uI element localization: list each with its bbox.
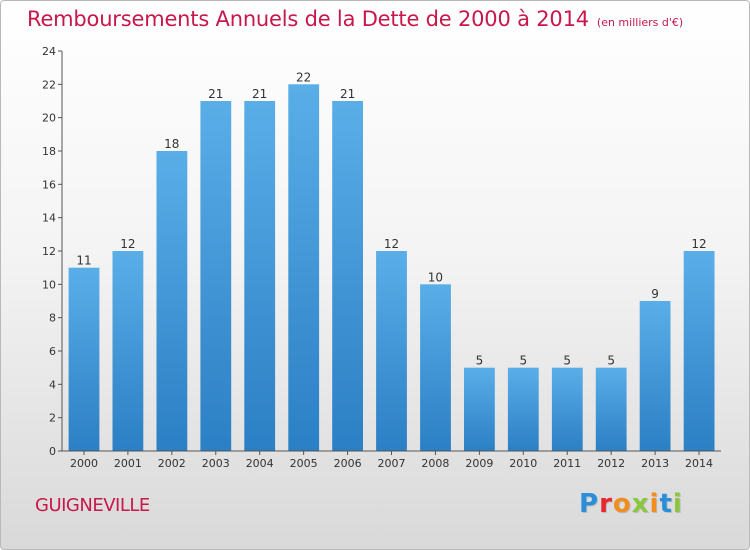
value-label-2014: 12	[691, 237, 706, 251]
x-tick-label-2004: 2004	[246, 457, 274, 470]
y-tick-label-4: 4	[49, 378, 56, 391]
y-tick-label-0: 0	[49, 445, 56, 458]
bar-2011	[551, 367, 583, 451]
y-tick-label-8: 8	[49, 312, 56, 325]
y-tick-label-10: 10	[42, 278, 56, 291]
bar-2000	[68, 267, 100, 451]
chart-title: Remboursements Annuels de la Dette de 20…	[27, 7, 589, 31]
brand-logo: Proxiti	[579, 489, 683, 519]
value-label-2011: 5	[563, 354, 571, 368]
bar-2010	[507, 367, 539, 451]
title-line: Remboursements Annuels de la Dette de 20…	[27, 7, 683, 31]
value-label-2009: 5	[476, 354, 484, 368]
town-name: GUIGNEVILLE	[35, 495, 150, 516]
y-tick-label-2: 2	[49, 412, 56, 425]
value-label-2012: 5	[607, 354, 615, 368]
x-tick-label-2003: 2003	[202, 457, 230, 470]
x-tick-label-2002: 2002	[158, 457, 186, 470]
bar-2008	[420, 284, 451, 451]
bar-2009	[464, 367, 495, 451]
bar-2014	[683, 251, 715, 451]
x-tick-label-2000: 2000	[70, 457, 98, 470]
value-label-2007: 12	[384, 237, 399, 251]
bar-2004	[244, 101, 276, 451]
y-tick-label-20: 20	[42, 112, 56, 125]
y-tick-label-24: 24	[42, 45, 56, 58]
bar-2003	[200, 101, 232, 451]
x-tick-label-2010: 2010	[509, 457, 537, 470]
x-tick-label-2012: 2012	[597, 457, 625, 470]
value-label-2003: 21	[208, 87, 223, 101]
y-tick-label-16: 16	[42, 178, 56, 191]
value-label-2008: 10	[428, 270, 443, 284]
value-label-2010: 5	[519, 354, 527, 368]
bar-2006	[332, 101, 363, 451]
x-tick-label-2006: 2006	[334, 457, 362, 470]
x-tick-label-2009: 2009	[465, 457, 493, 470]
value-label-2013: 9	[651, 287, 659, 301]
x-tick-label-2005: 2005	[290, 457, 318, 470]
x-tick-label-2008: 2008	[421, 457, 449, 470]
bars-group: 11 12 18 21 21 22 21 12 10 5 5 5 5 9 12	[68, 70, 715, 452]
bar-2001	[112, 251, 144, 451]
bar-2002	[156, 151, 188, 451]
y-tick-label-12: 12	[42, 245, 56, 258]
value-label-2001: 12	[120, 237, 135, 251]
x-tick-label-2011: 2011	[553, 457, 581, 470]
bar-2007	[376, 251, 407, 451]
y-tick-label-14: 14	[42, 212, 56, 225]
x-tick-label-2013: 2013	[641, 457, 669, 470]
x-tick-label-2007: 2007	[378, 457, 406, 470]
bar-2005	[288, 84, 320, 452]
value-label-2005: 22	[296, 70, 311, 84]
y-tick-label-6: 6	[49, 345, 56, 358]
bar-2013	[639, 301, 671, 451]
value-label-2000: 11	[76, 254, 91, 268]
bar-2012	[595, 367, 627, 451]
value-label-2002: 18	[164, 137, 179, 151]
x-tick-label-2001: 2001	[114, 457, 142, 470]
x-tick-label-2014: 2014	[685, 457, 713, 470]
value-label-2004: 21	[252, 87, 267, 101]
y-tick-label-22: 22	[42, 78, 56, 91]
value-label-2006: 21	[340, 87, 355, 101]
chart-subtitle: (en milliers d'€)	[596, 16, 684, 29]
y-tick-label-18: 18	[42, 145, 56, 158]
